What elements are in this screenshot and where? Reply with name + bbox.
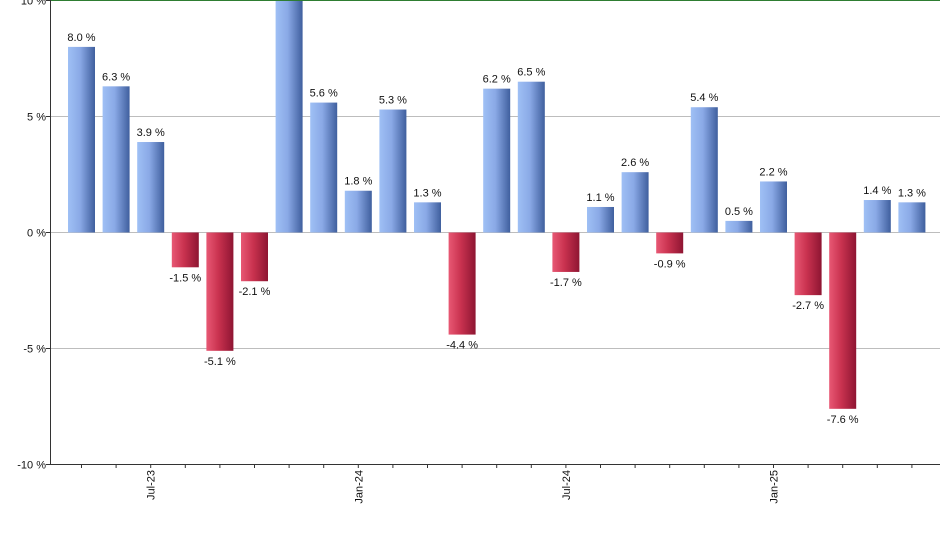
x-tick-label: Jan-24 [353, 470, 365, 504]
bar-value-label: -5.1 % [204, 356, 236, 368]
bar [587, 206, 614, 233]
bar [656, 232, 684, 254]
bar-value-label: 1.8 % [344, 176, 372, 188]
bar-value-label: 8.0 % [67, 32, 95, 44]
bar-value-label: -1.7 % [550, 277, 582, 289]
bar-value-label: -2.7 % [792, 300, 824, 312]
bar [898, 202, 926, 233]
bar-value-label: -2.1 % [239, 286, 271, 298]
bar [829, 232, 857, 409]
bar [344, 190, 372, 233]
bar [414, 202, 441, 233]
y-tick-label: 0 % [27, 228, 46, 240]
y-tick-label: -5 % [23, 344, 46, 356]
bar [241, 232, 268, 282]
value-labels: 8.0 %6.3 %3.9 %-1.5 %-5.1 %-2.1 %10.8 %5… [67, 32, 926, 426]
bar-value-label: 6.5 % [517, 67, 545, 79]
y-tick-label: 10 % [21, 0, 46, 8]
bar [102, 86, 130, 233]
bar [517, 81, 545, 233]
x-tick-label: Jul-23 [146, 470, 158, 500]
bar [794, 232, 822, 296]
bar [171, 232, 199, 268]
bar-value-label: 5.6 % [310, 88, 338, 100]
bar-value-label: 5.4 % [690, 92, 718, 104]
bar-value-label: -7.6 % [827, 414, 859, 426]
bar-value-label: 1.1 % [586, 192, 614, 204]
bar-value-label: 2.2 % [759, 166, 787, 178]
axes: 10 % 5 % 0 % -5 % -10 % Jul-23 Jan-24 Jul-24 Jan… [17, 0, 940, 504]
bars [68, 0, 926, 409]
bar-value-label: 1.4 % [863, 185, 891, 197]
bar [690, 107, 718, 233]
bar-value-label: 5.3 % [379, 95, 407, 107]
bar [552, 232, 580, 272]
bar [760, 181, 787, 233]
bar-value-label: 0.5 % [725, 206, 753, 218]
bar [448, 232, 476, 335]
bar-value-label: 1.3 % [413, 187, 441, 199]
bar-value-label: -0.9 % [654, 258, 686, 270]
bar [725, 220, 753, 233]
bar [310, 102, 338, 233]
bar [206, 232, 234, 351]
bar [863, 200, 891, 233]
bar [621, 172, 649, 233]
y-tick-label: -10 % [17, 460, 46, 472]
x-tick-label: Jan-25 [769, 470, 781, 504]
bar-value-label: 1.3 % [898, 187, 926, 199]
bar-value-label: 6.3 % [102, 71, 130, 83]
bar-value-label: 3.9 % [137, 127, 165, 139]
bar [379, 109, 407, 233]
bar-value-label: 6.2 % [483, 74, 511, 86]
x-tick-label: Jul-24 [561, 470, 573, 500]
bar [137, 142, 165, 233]
bar-value-label: -1.5 % [169, 272, 201, 284]
y-tick-label: 5 % [27, 112, 46, 124]
bar [68, 46, 95, 233]
bar [483, 88, 511, 233]
bar-value-label: -4.4 % [446, 340, 478, 352]
bar-value-label: 2.6 % [621, 157, 649, 169]
bar [275, 0, 303, 233]
